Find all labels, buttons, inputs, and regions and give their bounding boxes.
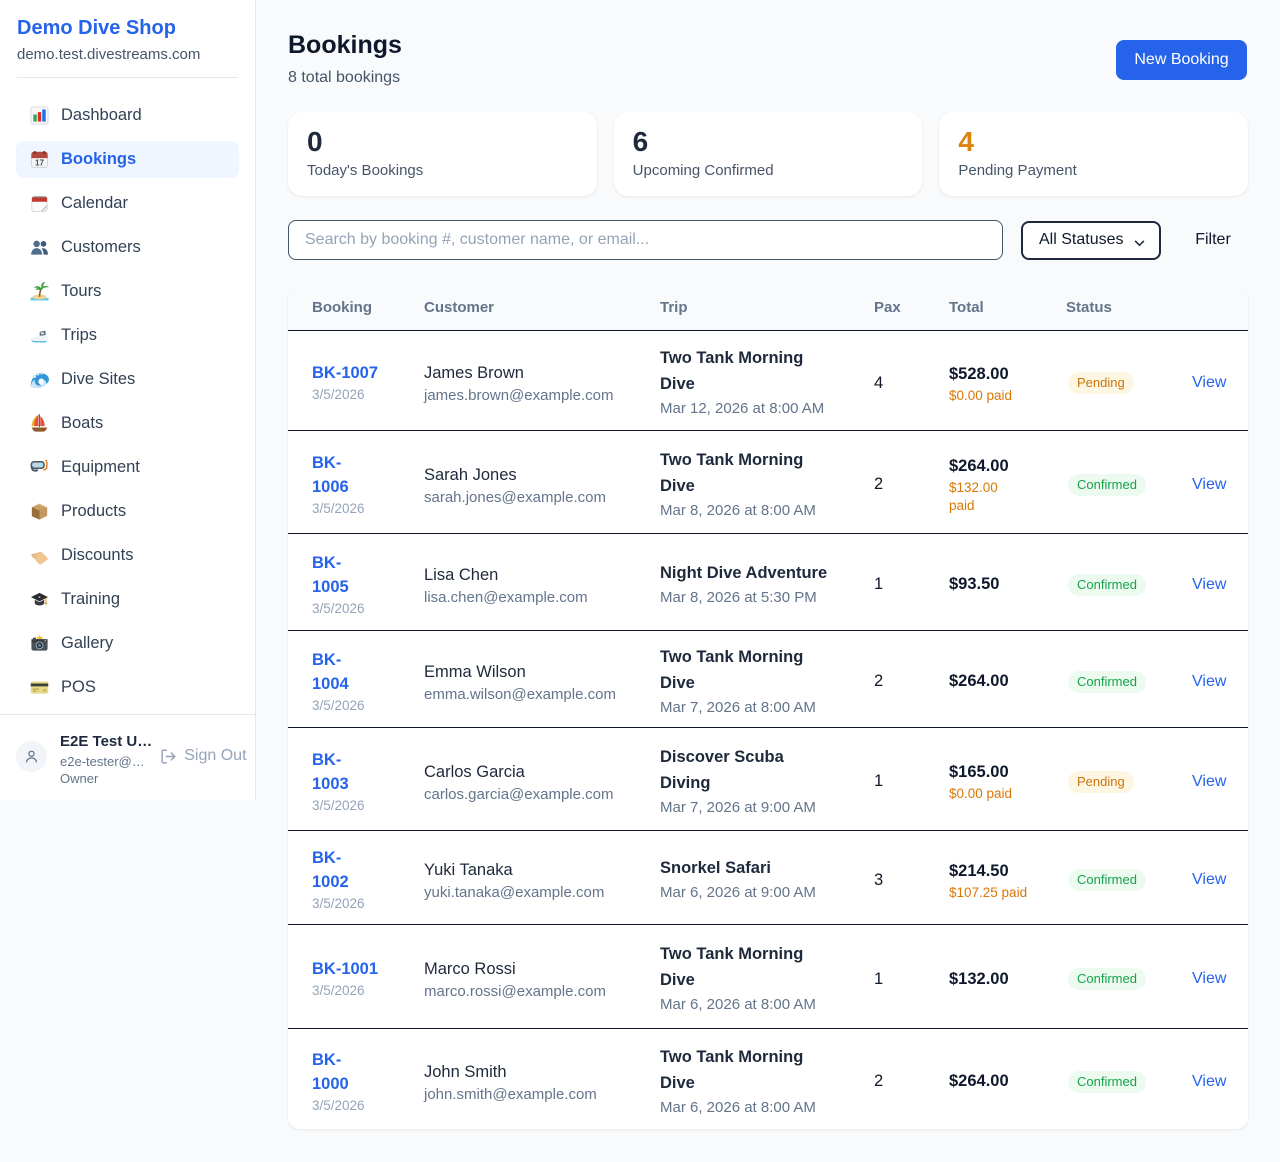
svg-text:17: 17	[35, 159, 45, 168]
